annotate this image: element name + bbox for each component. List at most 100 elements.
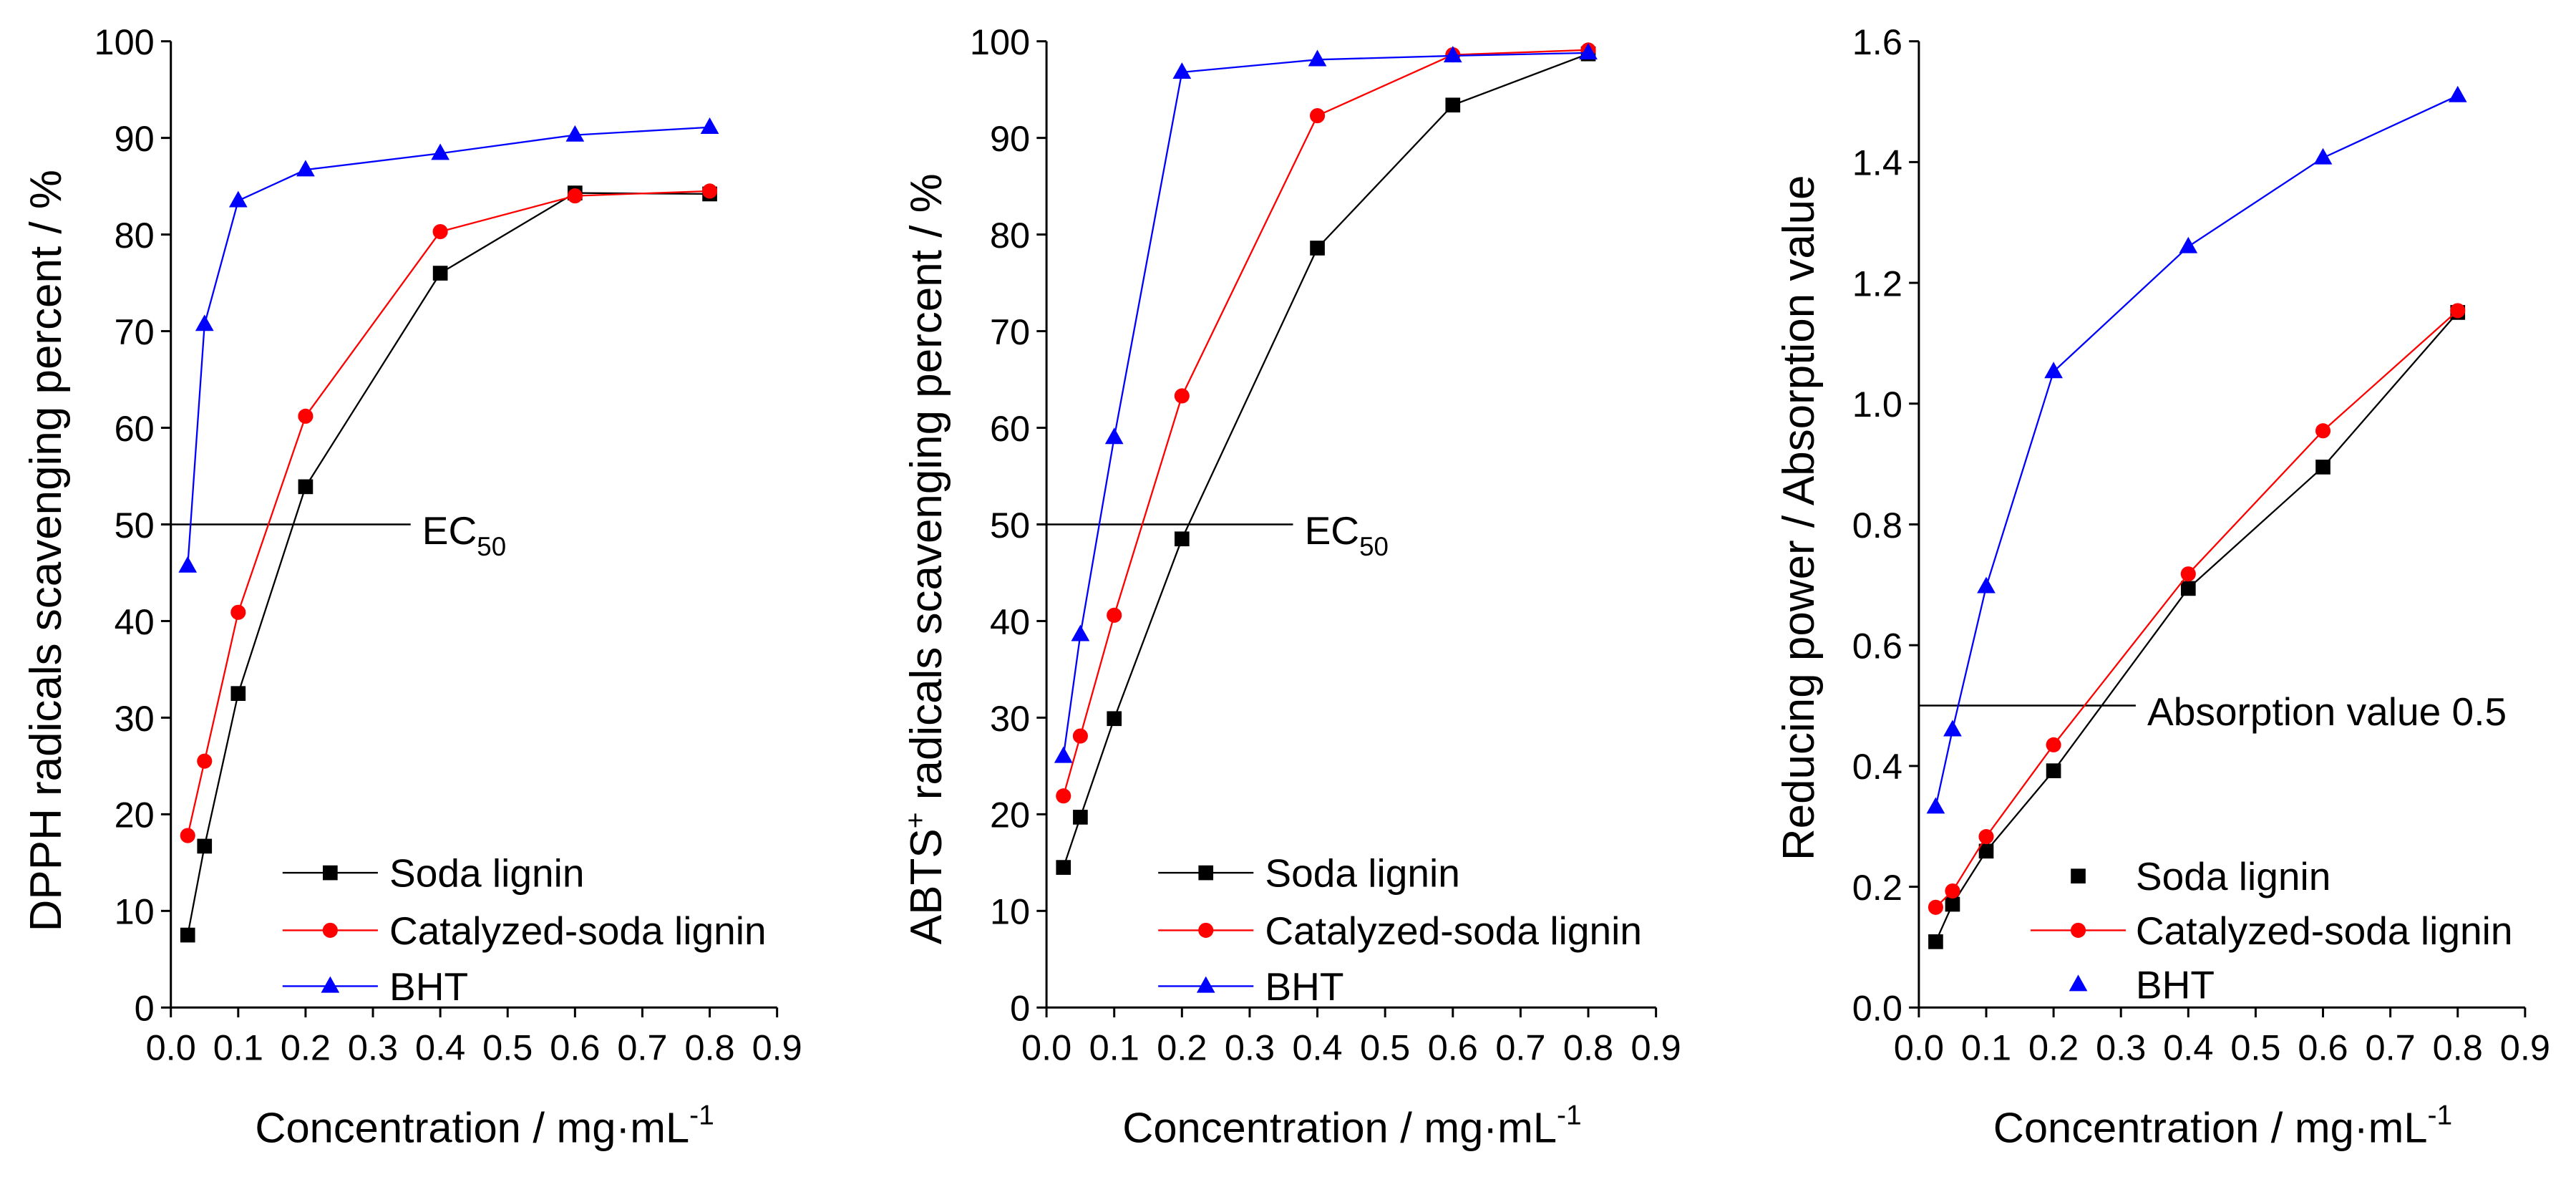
x-axis-title: Concentration / mg·mL-1 [1993,1100,2452,1151]
chart-panel-3: 0.0 0.1 0.2 0.3 0.4 0.5 0.6 0.7 0.8 0.9 0.0 0.2 0.4 0… [1774,21,2550,1151]
legend-soda-lignin-label: Soda lignin [1265,851,1460,896]
catalyzed-soda-lignin-marker [2450,303,2466,319]
reference-label-text: Absorption value 0.5 [2147,689,2507,734]
x-tick-label: 0.2 [281,1027,331,1068]
legend-entry-bht: BHT [282,964,468,1009]
x-tick-label: 0.7 [1495,1027,1545,1068]
legend-bht-label: BHT [2136,963,2215,1007]
x-tick-label: 0.4 [1292,1027,1342,1068]
x-tick-label: 0.9 [1631,1027,1681,1068]
x-tick-label: 0.5 [482,1027,533,1068]
soda-lignin-marker [1073,810,1088,825]
y-tick-label: 30 [115,698,155,739]
legend-entry-catalyzed-soda-lignin: Catalyzed-soda lignin [282,909,767,953]
bht-marker [2448,85,2467,102]
bht-marker [178,556,198,573]
x-tick-label: 0.8 [1563,1027,1613,1068]
y-tick-label: 10 [115,891,155,932]
legend-catalyzed-soda-lignin-label: Catalyzed-soda lignin [1265,909,1642,953]
y-tick-label: 60 [115,408,155,449]
catalyzed-soda-lignin-marker [1056,788,1071,804]
y-tick-label: 10 [990,891,1030,932]
catalyzed-soda-lignin-marker [197,753,213,769]
reference-label-subscript: 50 [1359,532,1389,561]
soda-lignin-line [1935,311,2459,942]
soda-lignin-marker [197,838,213,854]
x-tick-label: 0.1 [1961,1027,2011,1068]
x-tick-label: 0.4 [2163,1027,2213,1068]
x-tick-label: 0.9 [2500,1027,2550,1068]
y-tick-label: 60 [990,408,1030,449]
catalyzed-soda-lignin-marker [1928,899,1943,915]
bht-marker [431,143,449,160]
x-axis-title: Concentration / mg·mL-1 [1122,1100,1581,1151]
catalyzed-soda-lignin-marker [2046,737,2061,752]
y-tick-label: 40 [115,601,155,642]
y-tick-label: 0 [135,988,155,1029]
series-bht [1926,85,2467,814]
bht-marker [1977,576,1996,594]
x-tick-label: 0.5 [2230,1027,2280,1068]
x-tick-label: 0.8 [684,1027,734,1068]
bht-marker [195,314,214,331]
bht-marker [1071,624,1090,641]
x-tick-label: 0.0 [1021,1027,1071,1068]
x-tick-label: 0.2 [1157,1027,1207,1068]
soda-lignin-marker [1928,934,1943,949]
x-axis-title-superscript: -1 [689,1100,714,1130]
legend-bht-label: BHT [389,964,468,1009]
legend-entry-catalyzed-soda-lignin: Catalyzed-soda lignin [2030,909,2512,953]
y-tick-label: 0.0 [1852,988,1902,1029]
x-tick-label: 0.7 [2366,1027,2416,1068]
soda-lignin-line [187,192,710,936]
reference-label-text: EC [1305,508,1360,553]
y-tick-label: 30 [990,698,1030,739]
series-catalyzed-soda-lignin [1928,303,2466,915]
x-tick-label: 0.8 [2433,1027,2483,1068]
x-tick-label: 0.1 [1089,1027,1139,1068]
catalyzed-soda-lignin-marker [1107,607,1122,623]
bht-marker [1943,720,1962,737]
soda-lignin-marker [1056,860,1071,875]
x-tick-label: 0.5 [1360,1027,1410,1068]
x-tick-label: 0.0 [146,1027,196,1068]
bht-marker [2179,236,2198,253]
reference-line-label: EC50 [422,508,506,561]
x-tick-label: 0.6 [2298,1027,2348,1068]
bht-line [1062,52,1589,757]
y-tick-label: 80 [115,215,155,256]
reference-line-label: Absorption value 0.5 [2147,689,2507,734]
legend-soda-lignin-label: Soda lignin [2136,854,2331,899]
catalyzed-soda-lignin-line [1062,49,1589,797]
x-tick-label: 0.2 [2028,1027,2079,1068]
y-axis-title-rest: radicals scavenging percent / % [902,173,951,812]
catalyzed-soda-lignin-marker [1072,728,1088,744]
soda-lignin-marker [1978,843,1994,859]
y-tick-label: 80 [990,215,1030,256]
bht-marker [1579,43,1598,60]
x-tick-label: 0.1 [213,1027,263,1068]
y-tick-label: 1.2 [1852,263,1902,304]
catalyzed-soda-lignin-marker [702,183,718,199]
y-tick-label: 90 [115,118,155,159]
y-tick-label: 90 [990,118,1030,159]
bht-marker [1104,427,1124,445]
legend-bht-marker [2069,974,2088,992]
x-tick-label: 0.3 [348,1027,398,1068]
x-axis-title-superscript: -1 [1557,1100,1582,1130]
catalyzed-soda-lignin-marker [1945,883,1960,899]
legend-catalyzed-soda-lignin-marker [1198,922,1214,938]
y-tick-label: 40 [990,601,1030,642]
y-tick-label: 70 [115,311,155,352]
soda-lignin-marker [2180,581,2196,596]
series-catalyzed-soda-lignin [1056,42,1596,804]
legend-soda-lignin-label: Soda lignin [389,851,585,896]
y-tick-label: 100 [94,21,155,62]
catalyzed-soda-lignin-marker [230,604,246,620]
y-axis-title-superscript: + [900,812,931,828]
y-tick-label: 1.4 [1852,142,1902,183]
legend-entry-bht: BHT [1158,964,1344,1009]
legend-entry-soda-lignin: Soda lignin [2071,854,2330,899]
y-tick-label: 70 [990,311,1030,352]
